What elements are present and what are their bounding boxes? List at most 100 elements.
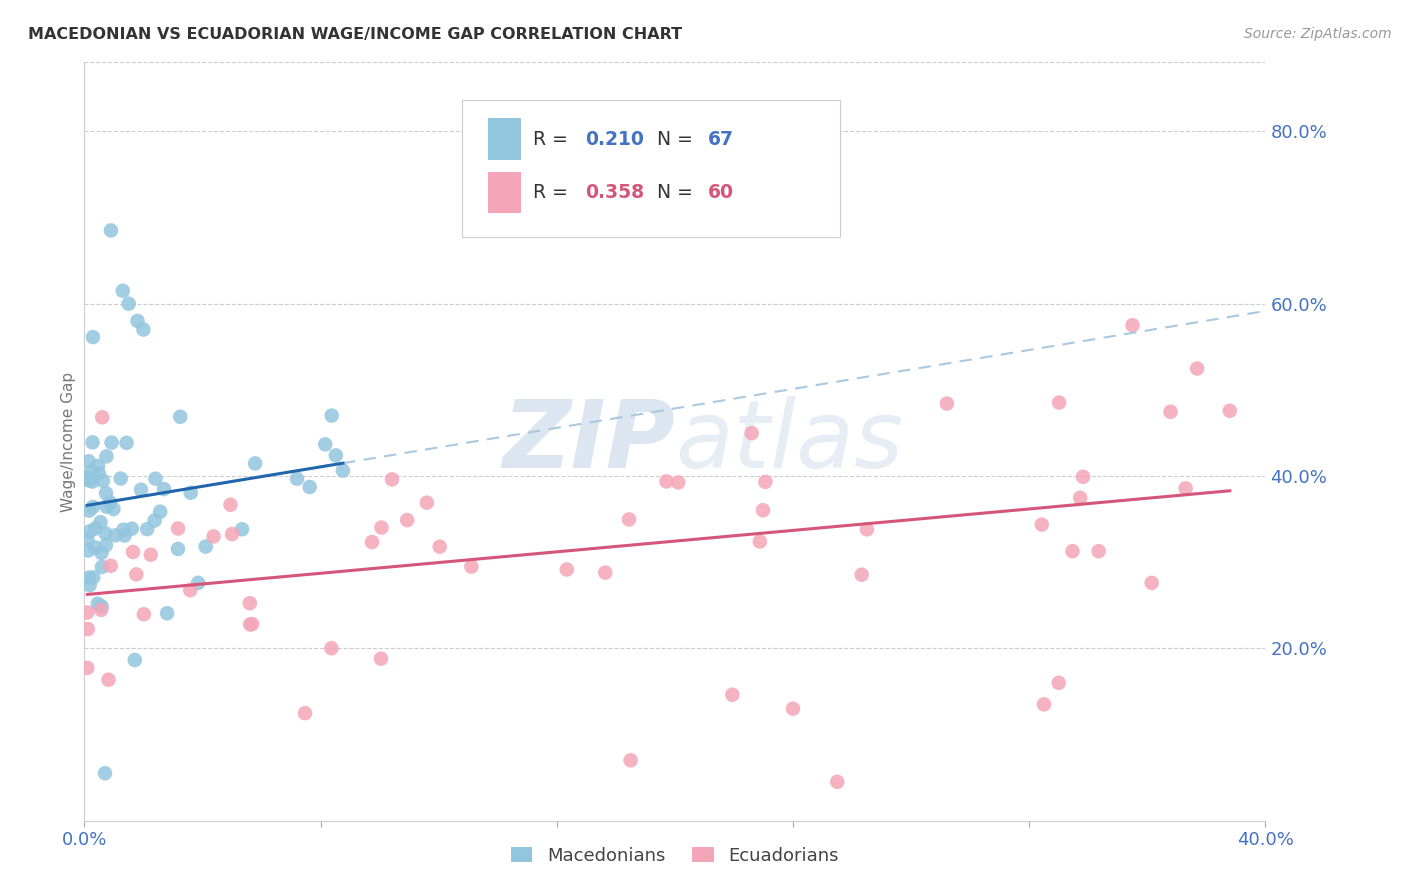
Point	[243, 457, 266, 471]
Point	[87, 597, 110, 611]
Point	[84, 521, 107, 535]
Point	[1185, 361, 1208, 376]
Text: 0.358: 0.358	[585, 183, 644, 202]
Point	[76, 622, 98, 636]
Text: R =: R =	[533, 183, 574, 202]
Point	[239, 617, 262, 632]
Point	[100, 558, 122, 573]
Point	[98, 495, 121, 509]
Point	[231, 522, 253, 536]
Point	[156, 606, 179, 620]
Point	[125, 567, 148, 582]
Point	[1140, 575, 1163, 590]
Point	[617, 512, 640, 526]
Point	[100, 223, 122, 237]
Point	[118, 296, 141, 310]
Point	[321, 641, 343, 656]
Text: atlas: atlas	[675, 396, 903, 487]
Point	[77, 474, 100, 488]
Point	[149, 505, 172, 519]
Point	[145, 472, 167, 486]
FancyBboxPatch shape	[488, 172, 522, 213]
Text: Source: ZipAtlas.com: Source: ZipAtlas.com	[1244, 27, 1392, 41]
Point	[115, 435, 138, 450]
Point	[169, 409, 191, 424]
Point	[76, 533, 98, 547]
Point	[1031, 517, 1053, 532]
FancyBboxPatch shape	[463, 101, 841, 236]
Text: 60: 60	[709, 183, 734, 202]
Point	[179, 583, 201, 598]
Text: MACEDONIAN VS ECUADORIAN WAGE/INCOME GAP CORRELATION CHART: MACEDONIAN VS ECUADORIAN WAGE/INCOME GAP…	[28, 27, 682, 42]
Point	[1071, 470, 1094, 484]
Point	[361, 535, 384, 549]
Point	[679, 197, 702, 211]
Point	[202, 529, 225, 543]
Point	[82, 570, 104, 584]
Point	[856, 522, 879, 536]
Point	[79, 578, 101, 592]
Point	[221, 527, 243, 541]
Point	[180, 485, 202, 500]
Point	[1122, 318, 1144, 333]
Point	[122, 545, 145, 559]
Point	[666, 475, 689, 490]
Point	[595, 566, 617, 580]
Y-axis label: Wage/Income Gap: Wage/Income Gap	[60, 371, 76, 512]
Point	[104, 528, 127, 542]
Point	[370, 651, 392, 665]
Point	[1087, 544, 1109, 558]
Point	[77, 571, 100, 585]
Point	[80, 465, 103, 479]
Point	[194, 540, 217, 554]
Point	[87, 467, 110, 481]
Point	[82, 435, 104, 450]
Point	[100, 435, 122, 450]
Point	[748, 534, 770, 549]
Point	[96, 450, 118, 464]
Point	[314, 437, 336, 451]
Point	[76, 471, 98, 485]
Point	[91, 474, 114, 488]
Point	[77, 543, 100, 558]
Point	[460, 559, 482, 574]
Point	[298, 480, 321, 494]
Point	[752, 503, 775, 517]
Point	[239, 596, 262, 610]
Point	[167, 521, 190, 535]
Point	[111, 284, 134, 298]
Point	[285, 472, 308, 486]
Point	[429, 540, 451, 554]
Point	[114, 528, 136, 542]
Text: N =: N =	[657, 183, 699, 202]
Text: R =: R =	[533, 129, 574, 149]
Point	[1219, 404, 1241, 418]
Point	[1062, 544, 1084, 558]
Point	[294, 706, 316, 720]
Point	[655, 475, 678, 489]
Point	[332, 464, 354, 478]
Point	[77, 503, 100, 517]
Point	[89, 515, 111, 529]
Point	[381, 472, 404, 486]
Point	[187, 575, 209, 590]
Point	[416, 496, 439, 510]
Point	[370, 520, 392, 534]
Point	[94, 766, 117, 780]
Text: 0.210: 0.210	[585, 129, 644, 149]
Point	[90, 599, 112, 614]
Point	[782, 701, 804, 715]
Point	[76, 661, 98, 675]
Point	[132, 607, 155, 622]
Point	[76, 606, 98, 620]
Point	[620, 753, 643, 767]
Point	[827, 775, 849, 789]
Point	[94, 486, 117, 500]
Point	[754, 475, 776, 489]
Point	[741, 426, 763, 441]
Point	[110, 471, 132, 485]
Point	[76, 471, 98, 485]
Point	[94, 526, 117, 541]
Point	[121, 522, 143, 536]
Text: 67: 67	[709, 129, 734, 149]
